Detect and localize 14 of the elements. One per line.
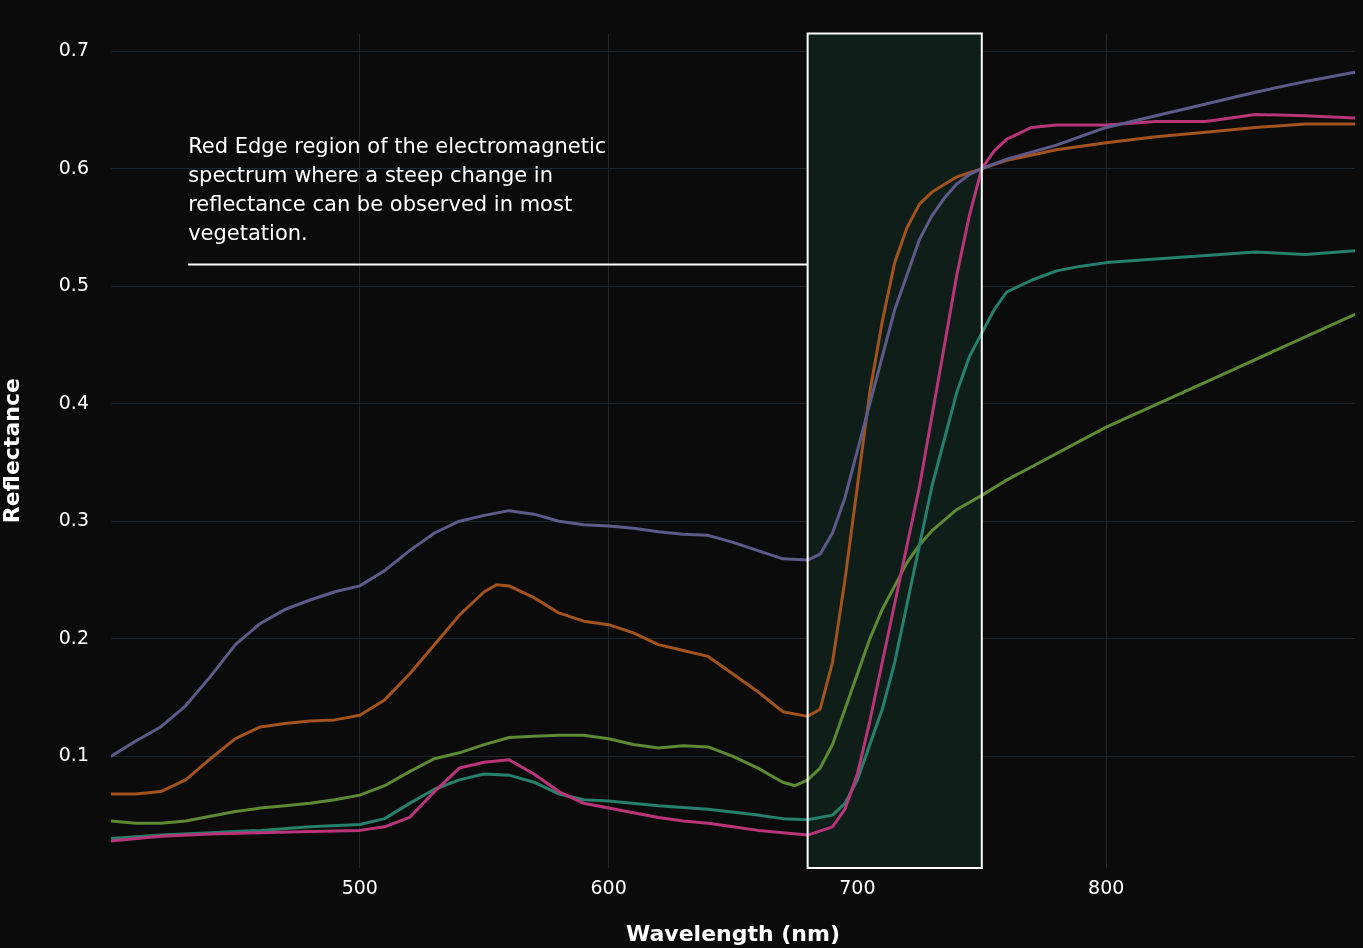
y-tick-label: 0.7 — [58, 37, 89, 60]
band-label: Red Edge region of the electromagnetic spectrum where a steep change in reflectance can be observed in most vegetation. — [188, 134, 607, 246]
y-tick-label: 0.2 — [58, 625, 89, 648]
x-tick-label: 500 — [341, 876, 378, 899]
y-axis-title: Reflectance — [0, 378, 24, 524]
x-tick-label: 700 — [839, 876, 876, 899]
y-tick-label: 0.4 — [58, 390, 89, 413]
y-tick-label: 0.3 — [58, 508, 89, 531]
x-tick-label: 800 — [1088, 876, 1125, 899]
y-tick-label: 0.1 — [58, 743, 89, 766]
x-tick-label: 600 — [590, 876, 627, 899]
y-tick-label: 0.5 — [58, 273, 89, 296]
y-tick-label: 0.6 — [58, 155, 89, 178]
x-axis-title: Wavelength (nm) — [626, 920, 840, 946]
